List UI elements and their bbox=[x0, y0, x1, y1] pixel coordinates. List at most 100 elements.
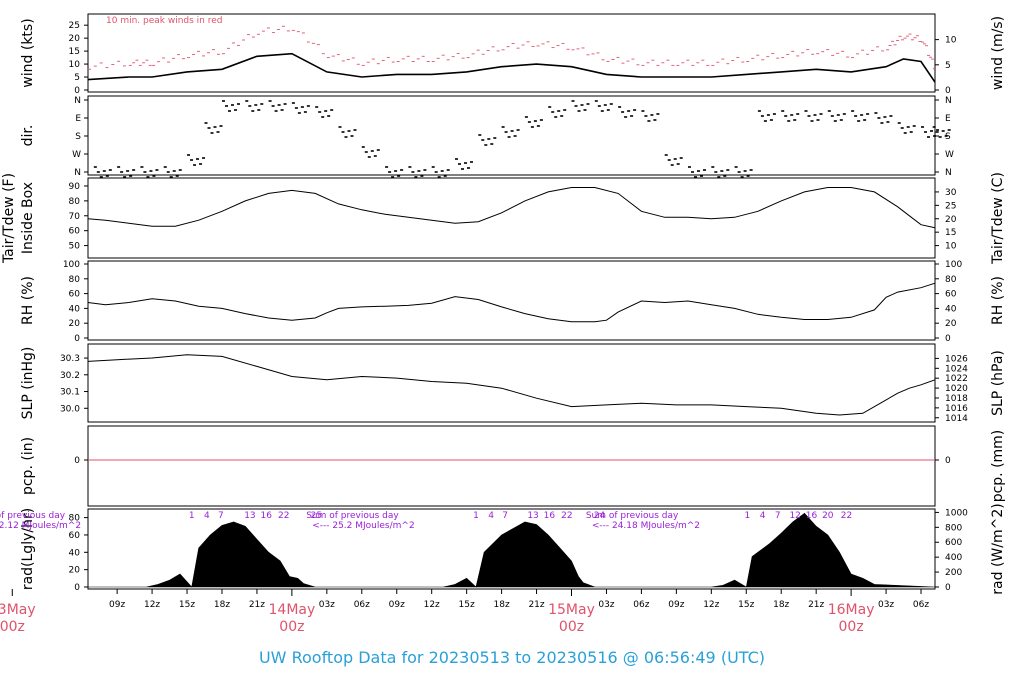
radiation-frame bbox=[87, 508, 936, 590]
pressure-tick-label-right: 1018 bbox=[945, 394, 968, 404]
temperature-ylabel-left2: Inside Box bbox=[20, 182, 36, 254]
radiation-hour-marker: 4 bbox=[488, 511, 494, 521]
radiation-sum-label: Sum of previous day bbox=[0, 511, 66, 521]
radiation-sum-value: <--- 2.12 MJoules/m^2 bbox=[0, 521, 81, 531]
x-tick-label: 18z bbox=[773, 600, 789, 610]
x-tick-label: 09z bbox=[668, 600, 684, 610]
peak-wind-annotation: 10 min. peak winds in red bbox=[106, 16, 223, 26]
humidity-tick-label-right: 40 bbox=[945, 304, 957, 314]
wind-tick-label-right: 5 bbox=[945, 61, 951, 71]
dir-tick-label-right: S bbox=[945, 132, 951, 142]
panel-temperature: Tair/Tdew (F) Inside Box Tair/Tdew (C) 50 60… bbox=[1, 172, 1006, 265]
radiation-hour-marker: 22 bbox=[278, 511, 289, 521]
chart-title: UW Rooftop Data for 20230513 to 20230516… bbox=[258, 648, 766, 667]
x-tick-label: 12z bbox=[144, 600, 160, 610]
temperature-tick-label-left: 50 bbox=[69, 242, 81, 252]
wind-tick-label-left: 10 bbox=[69, 60, 81, 70]
wind-tick-label-left: 0 bbox=[74, 86, 80, 96]
radiation-tick-label-left: 80 bbox=[69, 514, 81, 524]
wind-ylabel-right: wind (m/s) bbox=[990, 16, 1006, 90]
wind-tick-label-right: 0 bbox=[945, 86, 951, 96]
temperature-ylabel-right: Tair/Tdew (C) bbox=[990, 172, 1006, 265]
dir-tick-label-left: N bbox=[74, 168, 81, 178]
x-tick-label: 21z bbox=[528, 600, 544, 610]
humidity-tick-label-left: 60 bbox=[69, 290, 81, 300]
pcp-tick-label-right: 0 bbox=[945, 456, 951, 466]
temperature-tick-label-right: 30 bbox=[945, 188, 957, 198]
radiation-hour-marker: 22 bbox=[841, 511, 852, 521]
radiation-hour-marker: 7 bbox=[775, 511, 781, 521]
humidity-tick-label-left: 20 bbox=[69, 319, 81, 329]
dir-tick-label-right: N bbox=[945, 96, 952, 106]
radiation-hour-marker: 25 bbox=[311, 511, 322, 521]
precipitation-frame bbox=[87, 425, 936, 507]
x-tick-label: 09z bbox=[109, 600, 125, 610]
radiation-ylabel-left: rad(Lgly/hr) bbox=[20, 508, 36, 590]
radiation-tick-label-left: 20 bbox=[69, 566, 81, 576]
pressure-tick-label-right: 1026 bbox=[945, 354, 968, 364]
precipitation-ylabel-left: pcp. (in) bbox=[20, 437, 36, 495]
x-tick-label: 06z bbox=[913, 600, 929, 610]
dir-tick-label-right: E bbox=[945, 114, 951, 124]
wind-tick-label-left: 15 bbox=[69, 47, 80, 57]
x-tick-label: 15z bbox=[179, 600, 195, 610]
pressure-ylabel-left: SLP (inHg) bbox=[20, 347, 36, 420]
radiation-tick-label-right: 400 bbox=[945, 553, 962, 563]
humidity-ylabel-right: RH (%) bbox=[990, 276, 1006, 325]
temperature-frame bbox=[87, 177, 936, 259]
temperature-tick-label-right: 20 bbox=[945, 215, 957, 225]
temperature-tick-label-left: 70 bbox=[69, 212, 81, 222]
x-tick-label: 21z bbox=[249, 600, 265, 610]
day-label-time: 00z bbox=[279, 619, 304, 635]
temperature-tick-label-right: 25 bbox=[945, 201, 956, 211]
radiation-tick-label-right: 800 bbox=[945, 523, 962, 533]
radiation-sum-value: <--- 24.18 MJoules/m^2 bbox=[592, 521, 700, 531]
radiation-hour-marker: 4 bbox=[760, 511, 766, 521]
day-label-date: 13May bbox=[0, 602, 36, 618]
humidity-frame bbox=[87, 260, 936, 341]
wind-ylabel-left: wind (kts) bbox=[20, 18, 36, 87]
x-axis: 09z 12z 15z 18z 21z 03z 06z 09z 12z 15z 18z 21z 03z 0… bbox=[0, 589, 929, 635]
pressure-tick-label-right: 1020 bbox=[945, 384, 968, 394]
day-label-date: 14May bbox=[269, 602, 316, 618]
humidity-tick-label-left: 0 bbox=[74, 334, 80, 344]
radiation-hour-marker: 7 bbox=[218, 511, 224, 521]
panel-pressure: SLP (inHg) SLP (hPa)30.030.130.230.310141… bbox=[20, 343, 1006, 424]
radiation-area bbox=[88, 512, 936, 588]
humidity-tick-label-right: 60 bbox=[945, 290, 957, 300]
radiation-hour-marker: 1 bbox=[189, 511, 195, 521]
humidity-line bbox=[87, 282, 936, 323]
pressure-tick-label-left: 30.0 bbox=[60, 404, 80, 414]
radiation-hour-marker: 22 bbox=[561, 511, 572, 521]
panel-direction: dir.N NE ES SW WN N bbox=[20, 95, 954, 178]
humidity-ylabel-left: RH (%) bbox=[20, 276, 36, 325]
radiation-hour-marker: 13 bbox=[527, 511, 538, 521]
wind-frame bbox=[87, 13, 936, 93]
dir-tick-label-left: S bbox=[75, 132, 81, 142]
precipitation-ylabel-right: pcp. (mm) bbox=[990, 430, 1006, 503]
radiation-tick-label-right: 1000 bbox=[945, 508, 968, 518]
dir-tick-label-left: N bbox=[74, 96, 81, 106]
temperature-ylabel-left: Tair/Tdew (F) bbox=[1, 173, 17, 264]
radiation-hour-marker: 13 bbox=[244, 511, 255, 521]
x-tick-label: 18z bbox=[214, 600, 230, 610]
radiation-tick-label-left: 0 bbox=[74, 583, 80, 593]
humidity-tick-label-left: 100 bbox=[63, 260, 80, 270]
radiation-tick-label-left: 40 bbox=[69, 548, 81, 558]
panel-radiation: rad(Lgly/hr) rad (W/m^2)02040608002004006… bbox=[0, 503, 1006, 594]
pressure-frame bbox=[87, 343, 936, 423]
radiation-hour-marker: 4 bbox=[204, 511, 210, 521]
x-tick-label: 03z bbox=[878, 600, 894, 610]
panel-precipitation: pcp. (in) pcp. (mm) 0 0 bbox=[20, 425, 1006, 507]
day-label-time: 00z bbox=[839, 619, 864, 635]
x-tick-label: 09z bbox=[389, 600, 405, 610]
pressure-tick-label-left: 30.3 bbox=[60, 354, 80, 364]
x-tick-label: 03z bbox=[598, 600, 614, 610]
dir-tick-label-right: W bbox=[945, 150, 954, 160]
pressure-tick-label-right: 1016 bbox=[945, 404, 968, 414]
humidity-tick-label-right: 0 bbox=[945, 334, 951, 344]
radiation-hour-marker: 16 bbox=[261, 511, 273, 521]
temperature-tick-label-left: 90 bbox=[69, 182, 81, 192]
temperature-tick-label-right: 15 bbox=[945, 228, 956, 238]
pressure-tick-label-right: 1024 bbox=[945, 364, 968, 374]
